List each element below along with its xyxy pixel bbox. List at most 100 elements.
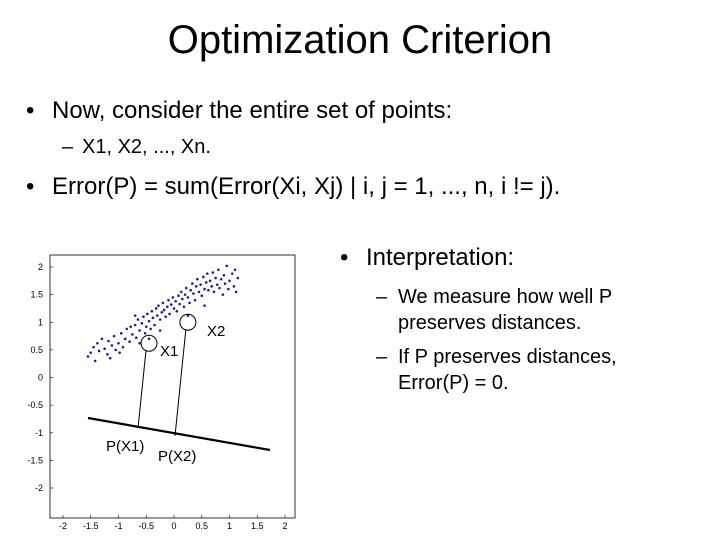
data-point (207, 288, 210, 292)
y-tick-label: 1.5 (30, 290, 43, 300)
data-point (196, 277, 199, 281)
data-point (133, 314, 137, 317)
data-point (184, 286, 188, 290)
x-tick-label: 0.5 (195, 521, 208, 531)
data-point (103, 347, 106, 351)
data-point (206, 272, 209, 275)
dash-icon: – (62, 136, 74, 158)
data-point (199, 283, 202, 286)
data-point (89, 351, 93, 354)
data-point (194, 285, 198, 288)
data-point (232, 285, 236, 288)
sub-bullet-zero-error-line2: Error(P) = 0. (398, 372, 509, 394)
plot-axes: -2 -1.5 -1 -0.5 0 0.5 1 1.5 2 2 1.5 1 0.5 0 -0.5 -1 -1.5… (27, 254, 296, 531)
data-point (171, 296, 175, 299)
data-point (144, 325, 148, 328)
data-point (164, 315, 167, 319)
data-point (160, 311, 164, 314)
data-point (142, 315, 145, 319)
data-point (191, 282, 194, 285)
bullet-points-set: • Now, consider the entire set of points: (26, 96, 452, 126)
data-point (210, 285, 214, 288)
data-point (211, 271, 215, 274)
data-point (119, 332, 123, 335)
sub-bullet-zero-error-line1: If P preserves distances, (398, 346, 617, 368)
bullet-points-set-text: Now, consider the entire set of points: (52, 97, 453, 124)
bullet-icon: • (26, 97, 35, 124)
data-point (151, 316, 155, 320)
data-point (125, 327, 129, 331)
data-point (215, 283, 219, 286)
data-point (134, 336, 138, 340)
data-point (221, 293, 225, 296)
data-point (118, 351, 121, 354)
data-point (162, 308, 166, 312)
data-point (203, 304, 206, 307)
data-point (225, 264, 229, 268)
data-point (129, 325, 133, 328)
data-point (202, 275, 205, 279)
data-point (156, 314, 159, 317)
x2-label: X2 (207, 323, 225, 340)
sub-bullet-points-list-text: X1, X2, ..., Xn. (82, 136, 211, 158)
data-point (107, 339, 110, 343)
data-point (189, 288, 192, 292)
data-point (186, 296, 190, 299)
data-point (178, 302, 181, 306)
projection-line (87, 416, 271, 452)
data-point (147, 319, 151, 323)
data-point (203, 287, 206, 291)
y-tick-label: 0.5 (30, 345, 43, 355)
bullet-interpretation: • Interpretation: (340, 243, 514, 273)
x1-projection-connector (137, 350, 147, 429)
p-x1-label: P(X1) (106, 438, 144, 455)
data-point (186, 314, 190, 317)
data-point (218, 286, 221, 290)
data-point (138, 341, 141, 345)
sub-bullet-measure: – We measure how well P preserves distan… (376, 284, 612, 336)
dash-icon: – (376, 286, 388, 308)
data-point (169, 303, 173, 306)
data-point (114, 348, 118, 352)
data-point (92, 345, 95, 349)
data-point (167, 298, 170, 302)
data-point (117, 341, 120, 345)
data-point (140, 322, 144, 325)
data-point (100, 337, 104, 341)
x2-circle (179, 313, 197, 331)
bullet-icon: • (26, 173, 35, 200)
data-point (172, 307, 176, 310)
data-point (181, 297, 184, 301)
data-point (230, 272, 234, 275)
sub-bullet-points-list: – X1, X2, ..., Xn. (62, 134, 211, 160)
data-point (227, 287, 230, 291)
p-x2-label: P(X2) (158, 448, 196, 465)
x-tick-label: 0 (171, 521, 176, 531)
x-tick-label: 1 (227, 521, 232, 531)
x-tick-label: 2 (282, 521, 287, 531)
sub-bullet-measure-line2: preserves distances. (398, 312, 582, 334)
data-point (86, 355, 90, 358)
bullet-error-formula: • Error(P) = sum(Error(Xi, Xj) | i, j = 1… (26, 172, 560, 202)
data-point (234, 290, 238, 294)
data-point (108, 356, 112, 360)
data-point (133, 323, 137, 327)
data-point (168, 312, 171, 316)
dash-icon: – (376, 346, 388, 368)
data-point (97, 349, 101, 353)
x-tick-label: -2 (59, 521, 67, 531)
data-point (222, 273, 226, 277)
data-point (96, 341, 99, 345)
x2-projection-connector (174, 329, 187, 437)
plot-overlay: X1 X2 P(X1) P(X2) (87, 313, 271, 465)
scatter-plot: -2 -1.5 -1 -0.5 0 0.5 1 1.5 2 2 1.5 1 0.5 0 -0.5 -1 -1.5… (27, 254, 296, 531)
data-point (154, 307, 158, 310)
slide-title: Optimization Criterion (167, 18, 553, 62)
y-tick-label: -1 (35, 428, 43, 438)
data-point (228, 279, 231, 283)
bullet-icon: • (340, 244, 349, 271)
data-point (110, 344, 114, 347)
data-point (150, 309, 154, 313)
data-point (136, 318, 140, 321)
y-tick-label: 0 (38, 373, 43, 383)
